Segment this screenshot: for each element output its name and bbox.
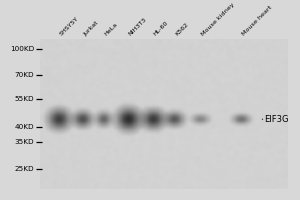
Text: 25KD: 25KD (14, 166, 34, 172)
Text: NIH3T3: NIH3T3 (128, 17, 148, 37)
Text: Mouse kidney: Mouse kidney (200, 2, 235, 37)
Text: 100KD: 100KD (10, 46, 34, 52)
Text: 40KD: 40KD (14, 124, 34, 130)
Text: EIF3G: EIF3G (264, 115, 289, 124)
Text: HL-60: HL-60 (152, 20, 169, 37)
Text: HeLa: HeLa (104, 22, 119, 37)
Text: Jurkat: Jurkat (83, 20, 100, 37)
Text: 35KD: 35KD (14, 139, 34, 145)
Text: 70KD: 70KD (14, 72, 34, 78)
Text: SHSY5Y: SHSY5Y (59, 16, 80, 37)
Text: 55KD: 55KD (14, 96, 34, 102)
Text: K562: K562 (175, 22, 190, 37)
Text: Mouse heart: Mouse heart (241, 5, 273, 37)
